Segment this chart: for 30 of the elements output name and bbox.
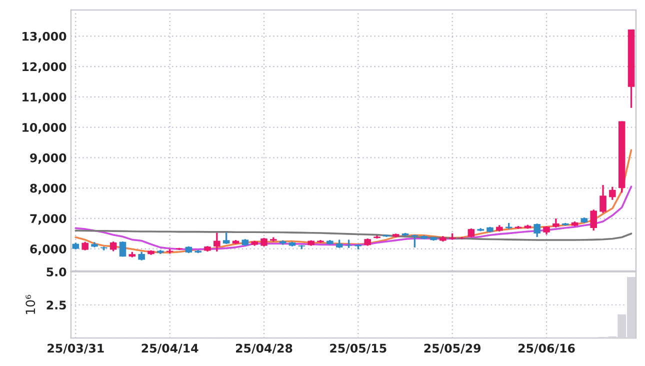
x-tick-label: 25/04/28: [236, 344, 292, 354]
y-tick-label: 12,000: [22, 62, 66, 73]
candlestick: [609, 186, 616, 201]
y-tick-label: 2.5: [46, 300, 66, 310]
y-tick-label: 6,000: [30, 244, 66, 255]
y-axis-title: 10⁶: [26, 294, 36, 314]
candlestick: [411, 234, 418, 248]
x-tick-label: 25/05/29: [424, 344, 481, 354]
candlestick: [590, 208, 597, 232]
x-tick-label: 25/04/14: [142, 344, 198, 354]
y-tick-label: 13,000: [22, 32, 66, 42]
candlestick: [214, 232, 220, 252]
y-tick-label: 9,000: [30, 153, 66, 164]
line-series: [74, 186, 632, 250]
y-tick-label: 5.0: [46, 267, 66, 276]
y-tick-label: 10,000: [22, 123, 66, 134]
y-tick-label: 7,000: [30, 214, 66, 225]
candlestick: [110, 240, 117, 252]
candlestick: [600, 184, 606, 214]
candlestick: [222, 232, 230, 245]
line-series: [74, 230, 632, 241]
x-tick-label: 25/05/15: [330, 344, 386, 354]
candlestick: [534, 222, 540, 238]
y-tick-label: 8,000: [30, 184, 66, 194]
y-tick-label: 11,000: [22, 92, 66, 104]
line-series: [74, 149, 632, 254]
x-tick-label: 25/06/16: [518, 344, 575, 354]
candlestick: [119, 240, 126, 258]
candlestick: [552, 218, 560, 228]
x-tick-label: 25/03/31: [48, 344, 104, 354]
